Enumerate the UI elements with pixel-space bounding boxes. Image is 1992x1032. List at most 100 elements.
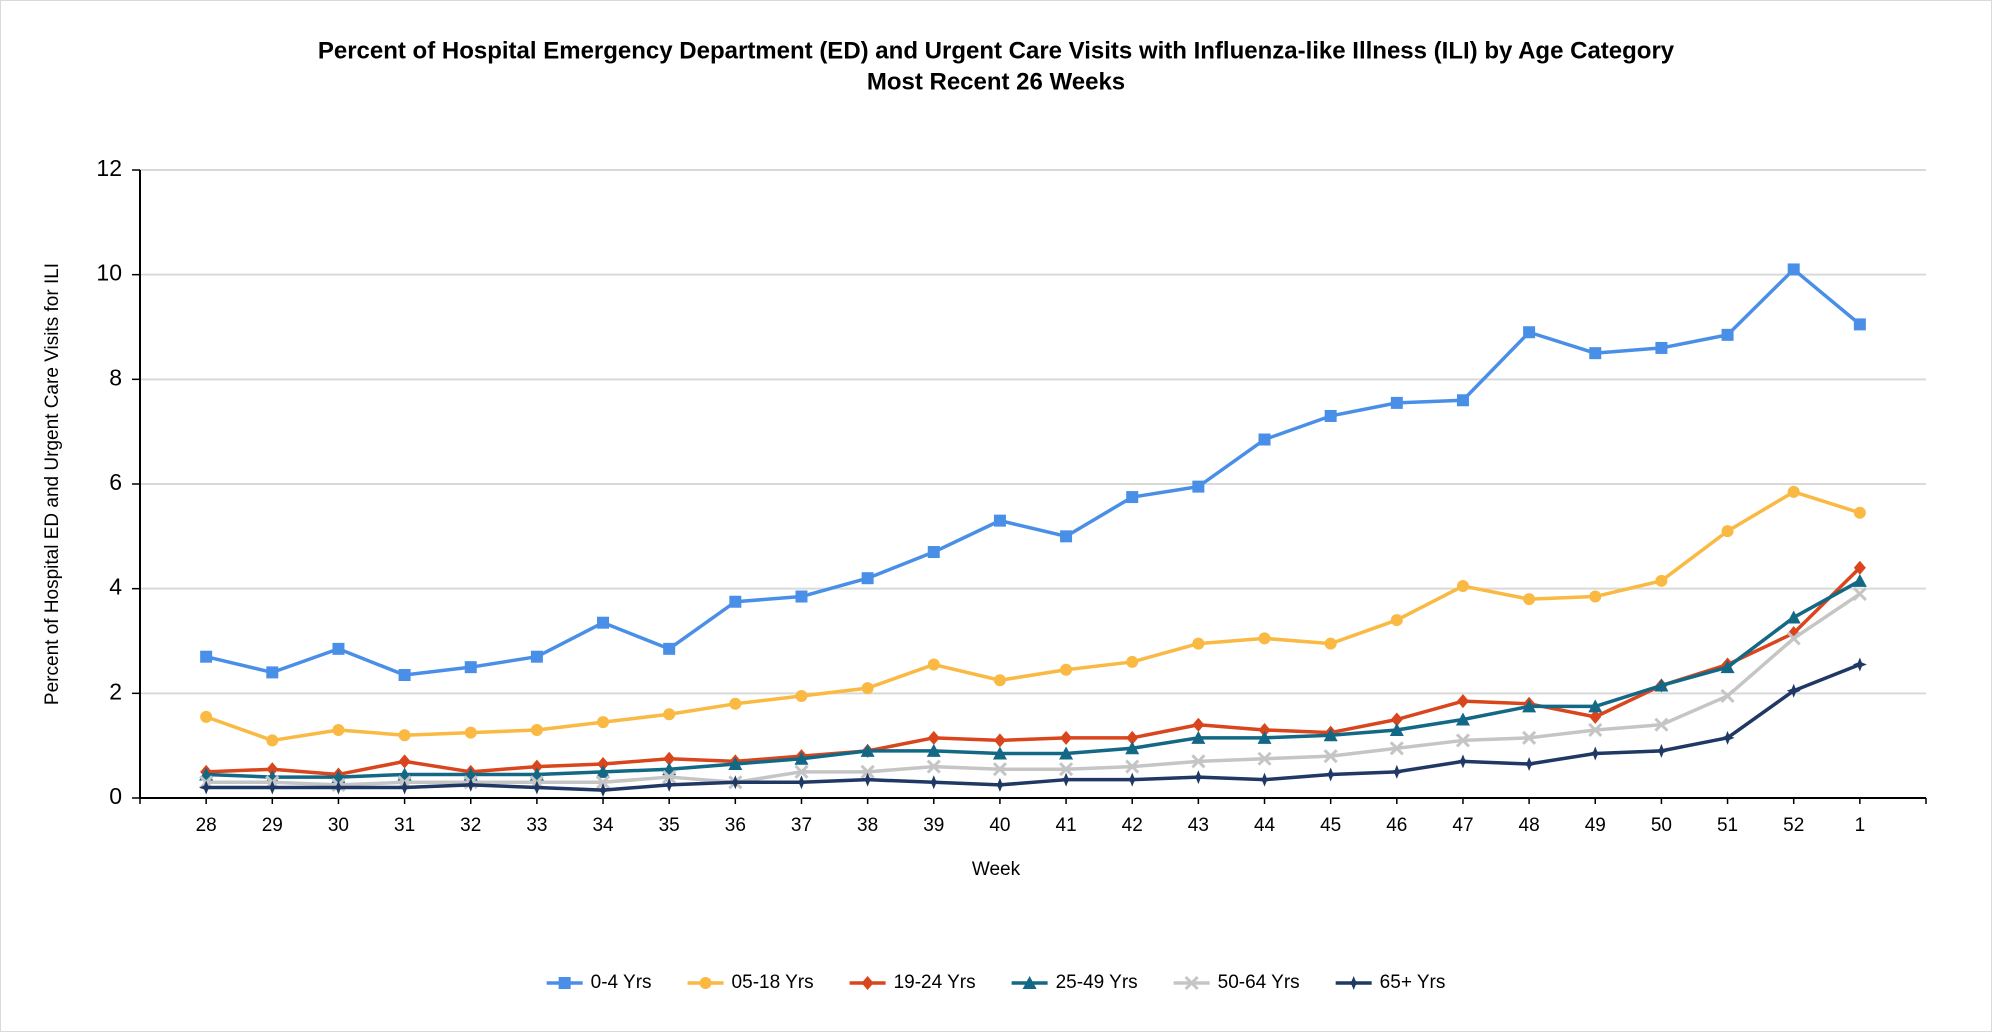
marker	[597, 616, 610, 629]
marker	[595, 775, 611, 790]
chart-title: Percent of Hospital Emergency Department…	[318, 37, 1675, 64]
legend-item: 65+ Yrs	[1335, 972, 1446, 993]
x-tick-label: 31	[394, 815, 415, 836]
marker	[1721, 525, 1734, 538]
x-tick-label: 50	[1651, 815, 1672, 836]
series	[199, 657, 1867, 798]
marker	[663, 708, 676, 721]
marker	[1258, 722, 1271, 737]
marker	[1125, 759, 1140, 774]
marker	[1588, 699, 1603, 713]
series-line	[206, 662, 1861, 792]
x-tick-label: 39	[923, 815, 944, 836]
marker	[1786, 631, 1801, 646]
legend-label: 65+ Yrs	[1380, 972, 1446, 993]
marker	[662, 777, 677, 792]
marker	[1787, 485, 1800, 498]
marker	[558, 977, 571, 989]
y-tick-label: 2	[109, 678, 122, 704]
marker	[992, 762, 1007, 777]
series	[199, 586, 1867, 792]
marker	[1853, 560, 1866, 575]
series	[200, 485, 1866, 747]
marker	[1022, 976, 1037, 989]
marker	[1654, 717, 1669, 732]
marker	[1346, 976, 1361, 990]
x-tick-label: 41	[1056, 815, 1077, 836]
marker	[1523, 593, 1536, 606]
marker	[332, 723, 345, 736]
marker	[1257, 751, 1272, 766]
marker	[597, 756, 610, 771]
marker	[596, 783, 611, 798]
marker	[331, 780, 346, 795]
marker	[1852, 573, 1867, 587]
marker	[1456, 694, 1469, 709]
marker	[1191, 770, 1206, 785]
marker	[728, 775, 743, 790]
series-line	[205, 490, 1861, 743]
x-tick-label: 42	[1122, 815, 1143, 836]
marker	[992, 777, 1007, 792]
marker	[1192, 480, 1205, 493]
marker	[1390, 712, 1403, 727]
marker	[926, 743, 941, 757]
marker	[265, 780, 280, 795]
marker	[1853, 318, 1866, 331]
marker	[266, 762, 279, 777]
legend-item: 05-18 Yrs	[687, 972, 814, 993]
marker	[200, 710, 213, 723]
marker	[926, 775, 941, 790]
x-tick-label: 28	[196, 815, 217, 836]
marker	[398, 754, 411, 769]
marker	[1389, 764, 1404, 779]
y-tick-label: 6	[109, 469, 122, 495]
marker	[1059, 746, 1074, 760]
marker	[795, 590, 808, 603]
marker	[728, 756, 743, 770]
marker	[1192, 637, 1205, 650]
x-tick-label: 46	[1386, 815, 1407, 836]
marker	[926, 759, 941, 774]
marker	[1655, 341, 1668, 354]
marker	[1324, 409, 1337, 422]
marker	[1191, 754, 1206, 769]
marker	[529, 780, 544, 795]
marker	[596, 764, 611, 778]
marker	[993, 674, 1006, 687]
legend-label: 25-49 Yrs	[1056, 972, 1138, 993]
marker	[463, 777, 478, 792]
x-tick-label: 51	[1717, 815, 1738, 836]
x-tick-label: 49	[1585, 815, 1606, 836]
y-tick-label: 4	[109, 574, 122, 600]
y-tick-label: 0	[109, 783, 122, 809]
marker	[1654, 743, 1669, 758]
marker	[927, 546, 940, 559]
marker	[1125, 772, 1140, 787]
marker	[1522, 756, 1537, 771]
marker	[464, 661, 477, 674]
marker	[332, 642, 345, 655]
marker	[1589, 709, 1602, 724]
marker	[1257, 730, 1272, 744]
x-tick-label: 34	[592, 815, 614, 836]
marker	[530, 759, 543, 774]
y-tick-label: 12	[96, 155, 122, 181]
marker	[398, 729, 411, 742]
marker	[1456, 580, 1469, 593]
series	[200, 560, 1866, 782]
x-tick-label: 1	[1855, 815, 1866, 836]
marker	[1720, 730, 1735, 745]
marker	[1786, 610, 1801, 624]
marker	[1522, 730, 1537, 745]
marker	[1852, 586, 1867, 601]
marker	[794, 751, 809, 765]
marker	[1059, 772, 1074, 787]
marker	[1258, 433, 1271, 446]
marker	[663, 642, 676, 655]
x-axis-label: Week	[972, 859, 1021, 880]
marker	[1720, 688, 1735, 704]
series	[200, 263, 1866, 682]
series-line	[205, 267, 1861, 677]
marker	[1191, 730, 1206, 744]
